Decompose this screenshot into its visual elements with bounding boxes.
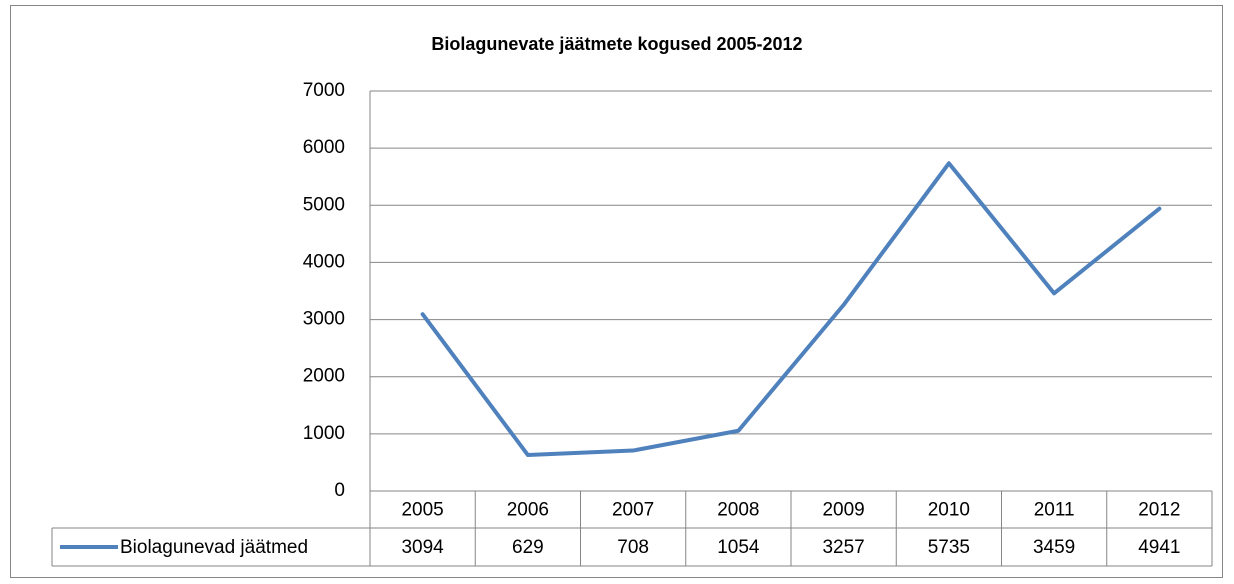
table-value: 629 bbox=[512, 537, 544, 558]
table-value: 3257 bbox=[822, 537, 864, 558]
y-tick-label: 0 bbox=[334, 480, 345, 501]
table-value: 3459 bbox=[1033, 537, 1075, 558]
y-tick-label: 6000 bbox=[303, 137, 345, 158]
x-tick-label: 2012 bbox=[1138, 500, 1180, 521]
x-tick-label: 2010 bbox=[928, 500, 970, 521]
x-tick-label: 2011 bbox=[1034, 500, 1075, 521]
x-tick-label: 2007 bbox=[612, 500, 654, 521]
y-tick-label: 3000 bbox=[303, 309, 345, 330]
y-tick-label: 2000 bbox=[303, 366, 345, 387]
table-value: 1054 bbox=[717, 537, 760, 558]
y-tick-label: 5000 bbox=[303, 194, 345, 215]
legend-label: Biolagunevad jäätmed bbox=[120, 537, 308, 558]
series-line bbox=[420, 161, 1162, 458]
table-value: 708 bbox=[617, 537, 649, 558]
x-tick-label: 2005 bbox=[401, 500, 443, 521]
table-value: 5735 bbox=[928, 537, 970, 558]
y-tick-label: 7000 bbox=[303, 80, 345, 101]
chart-border bbox=[10, 5, 1223, 578]
x-tick-label: 2006 bbox=[507, 500, 549, 521]
y-tick-label: 1000 bbox=[303, 423, 345, 444]
table-value: 3094 bbox=[401, 537, 444, 558]
y-tick-label: 4000 bbox=[303, 251, 345, 272]
chart-title: Biolagunevate jäätmete kogused 2005-2012 bbox=[431, 34, 802, 54]
x-tick-label: 2009 bbox=[822, 500, 864, 521]
table-value: 4941 bbox=[1138, 537, 1180, 558]
x-tick-label: 2008 bbox=[717, 500, 759, 521]
